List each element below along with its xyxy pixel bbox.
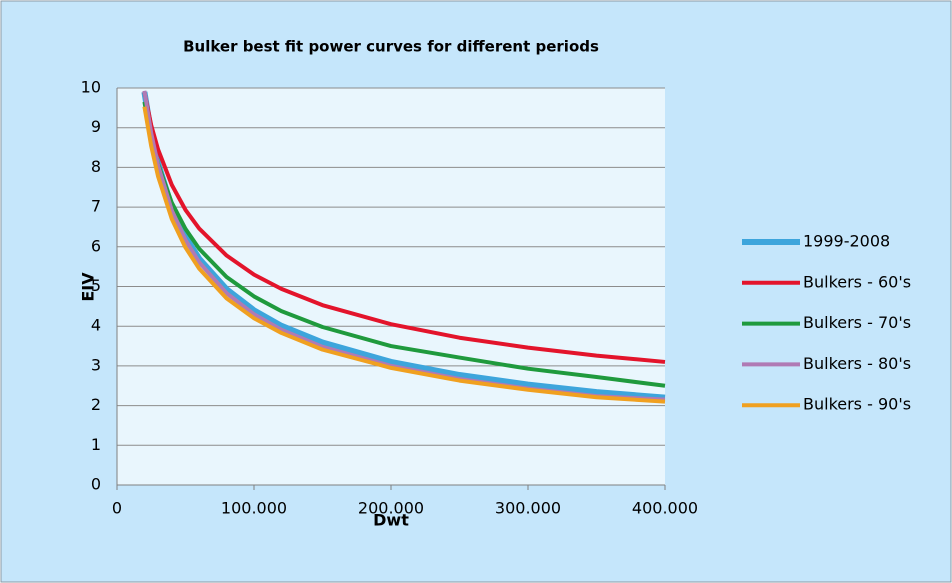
x-tick-label: 300.000 <box>495 499 561 518</box>
x-tick-label: 0 <box>112 499 122 518</box>
legend-label: Bulkers - 90's <box>803 395 911 414</box>
series-line <box>142 106 666 404</box>
y-tick-label: 0 <box>91 475 101 494</box>
y-tick-label: 7 <box>91 197 101 216</box>
y-axis-label: EIV <box>79 272 98 302</box>
x-tick-label: 400.000 <box>632 499 698 518</box>
legend-label: Bulkers - 70's <box>803 313 911 332</box>
y-tick-label: 9 <box>91 117 101 136</box>
y-tick-label: 3 <box>91 355 101 374</box>
y-tick-label: 8 <box>91 157 101 176</box>
x-tick-label: 100.000 <box>221 499 287 518</box>
legend-label: 1999-2008 <box>803 232 890 251</box>
y-tick-label: 2 <box>91 395 101 414</box>
chart-title: Bulker best fit power curves for differe… <box>183 38 599 56</box>
y-tick-label: 6 <box>91 236 101 255</box>
series-line <box>142 91 666 364</box>
x-tick-label: 200.000 <box>358 499 424 518</box>
y-tick-label: 10 <box>81 78 101 97</box>
y-tick-label: 1 <box>91 435 101 454</box>
y-tick-label: 4 <box>91 316 101 335</box>
x-axis-label: Dwt <box>373 511 409 530</box>
y-tick-label: 5 <box>91 276 101 295</box>
legend-label: Bulkers - 80's <box>803 354 911 373</box>
legend-label: Bulkers - 60's <box>803 272 911 291</box>
